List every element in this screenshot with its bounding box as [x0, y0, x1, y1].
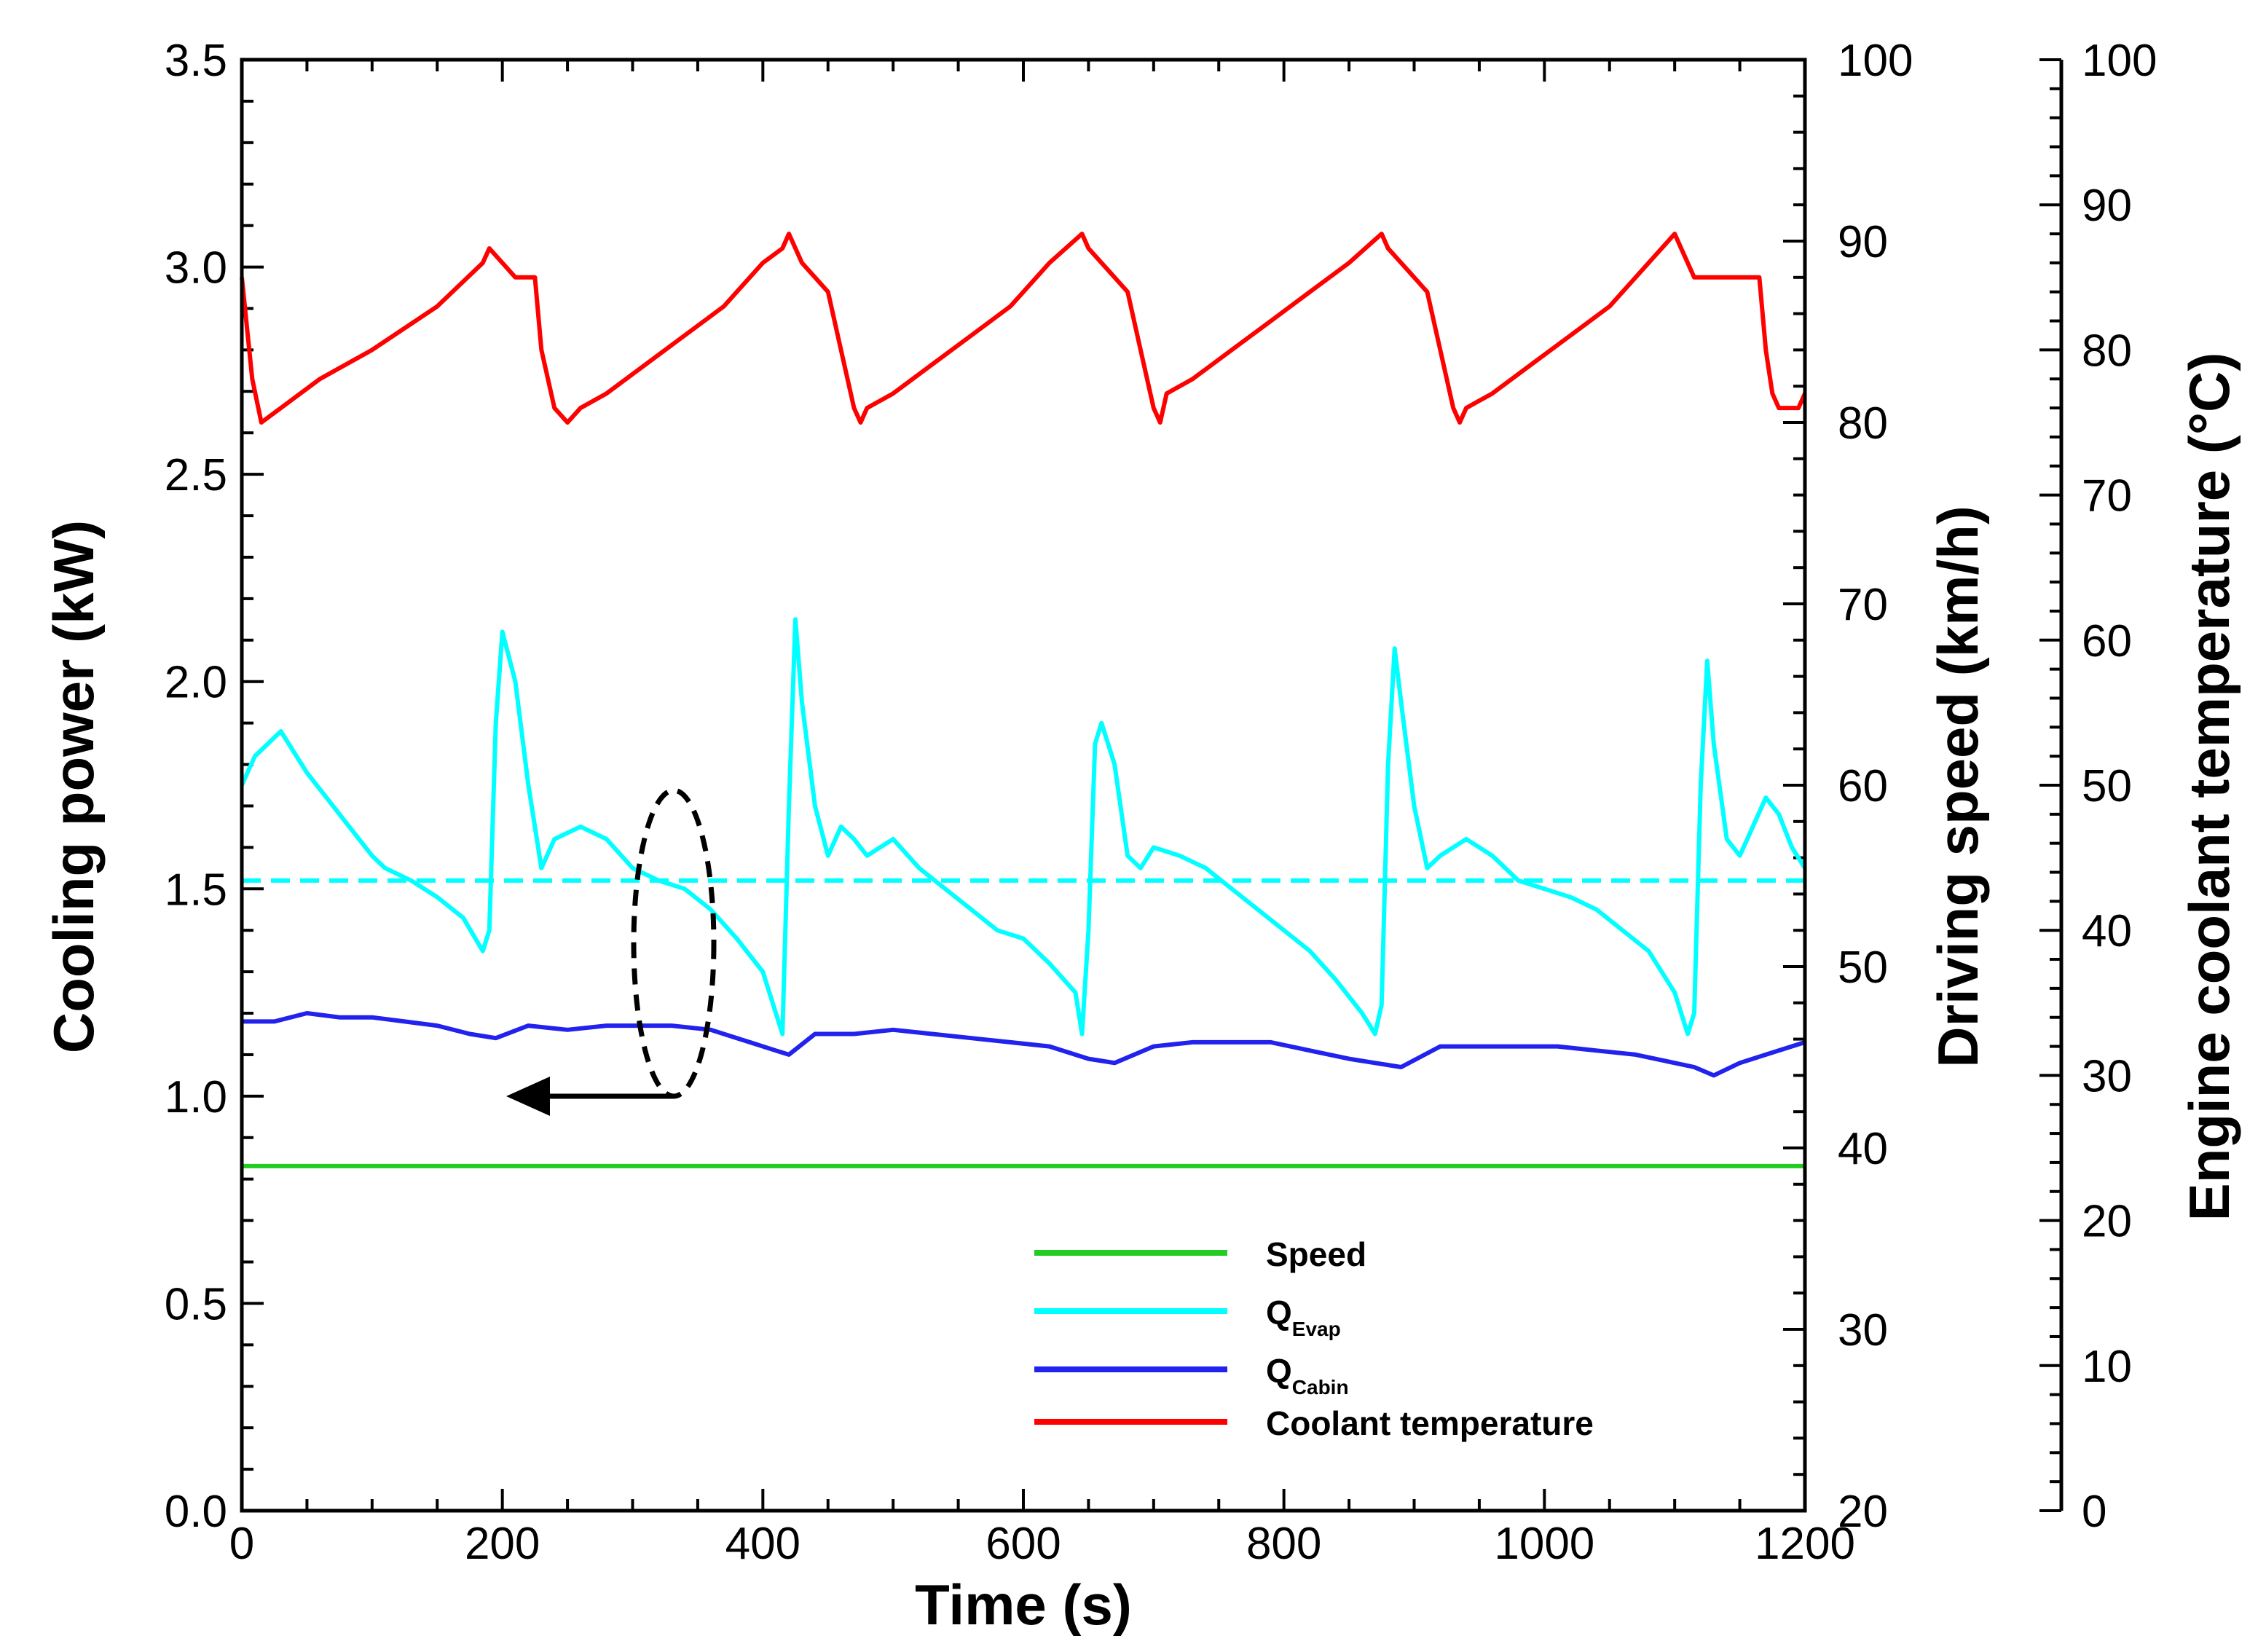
- x-tick-label: 200: [465, 1519, 540, 1569]
- left-axis-title: Cooling power (kW): [42, 520, 106, 1053]
- temp-tick-label: 0: [2082, 1487, 2106, 1537]
- legend-label-qcabin: QCabin: [1266, 1352, 1349, 1399]
- legend-label-qevap: QEvap: [1266, 1294, 1341, 1340]
- series-line-coolant-temperature: [240, 232, 1807, 425]
- x-tick-label: 1200: [1755, 1519, 1855, 1569]
- speed-tick-label: 70: [1838, 580, 1888, 630]
- left-tick-label: 3.0: [165, 243, 227, 294]
- x-tick-label: 800: [1246, 1519, 1321, 1569]
- series-line-qevap: [240, 617, 1807, 1037]
- speed-tick-label: 100: [1838, 36, 1913, 86]
- plot-frame: [240, 58, 1807, 1513]
- temp-tick-label: 10: [2082, 1342, 2132, 1392]
- speed-tick-label: 30: [1838, 1305, 1888, 1356]
- temp-tick-label: 80: [2082, 326, 2132, 376]
- temp-tick-label: 30: [2082, 1051, 2132, 1101]
- speed-axis-title: Driving speed (km/h): [1926, 506, 1990, 1067]
- temp-tick-label: 40: [2082, 906, 2132, 956]
- temp-tick-label: 100: [2082, 36, 2157, 86]
- temp-tick-label: 50: [2082, 761, 2132, 811]
- x-tick-label: 600: [986, 1519, 1061, 1569]
- legend-label-coolant: Coolant temperature: [1266, 1404, 1594, 1442]
- speed-tick-label: 20: [1838, 1487, 1888, 1537]
- left-tick-label: 2.5: [165, 450, 227, 500]
- legend-label-speed: Speed: [1266, 1235, 1366, 1273]
- temp-axis-title: Engine coolant temperature (°C): [2177, 353, 2241, 1222]
- speed-tick-label: 50: [1838, 943, 1888, 993]
- annotation-arrow-head: [506, 1077, 550, 1116]
- series-line-qcabin: [242, 1011, 1806, 1078]
- series-layer: [240, 232, 1807, 1168]
- left-tick-label: 3.5: [165, 36, 227, 86]
- temp-tick-label: 60: [2082, 616, 2132, 666]
- speed-tick-label: 90: [1838, 217, 1888, 267]
- speed-tick-label: 60: [1838, 761, 1888, 811]
- left-tick-label: 0.0: [165, 1487, 227, 1537]
- speed-tick-label: 80: [1838, 398, 1888, 449]
- axis-ticks: [240, 58, 2061, 1512]
- x-tick-label: 0: [229, 1519, 254, 1569]
- temp-tick-label: 90: [2082, 181, 2132, 231]
- x-axis-title: Time (s): [915, 1573, 1132, 1637]
- left-tick-label: 0.5: [165, 1279, 227, 1329]
- left-tick-label: 2.0: [165, 658, 227, 708]
- x-tick-label: 400: [725, 1519, 800, 1569]
- tick-labels: 0 200 400 600 800 1000 12000.00.51.01.52.02.53…: [165, 36, 2157, 1569]
- temp-tick-label: 20: [2082, 1197, 2132, 1247]
- left-tick-label: 1.0: [165, 1072, 227, 1122]
- speed-tick-label: 40: [1838, 1124, 1888, 1174]
- x-tick-label: 1000: [1494, 1519, 1594, 1569]
- temp-tick-label: 70: [2082, 471, 2132, 522]
- legend: Speed QEvap QCabin Coolant temperature: [1034, 1235, 1594, 1442]
- left-tick-label: 1.5: [165, 865, 227, 915]
